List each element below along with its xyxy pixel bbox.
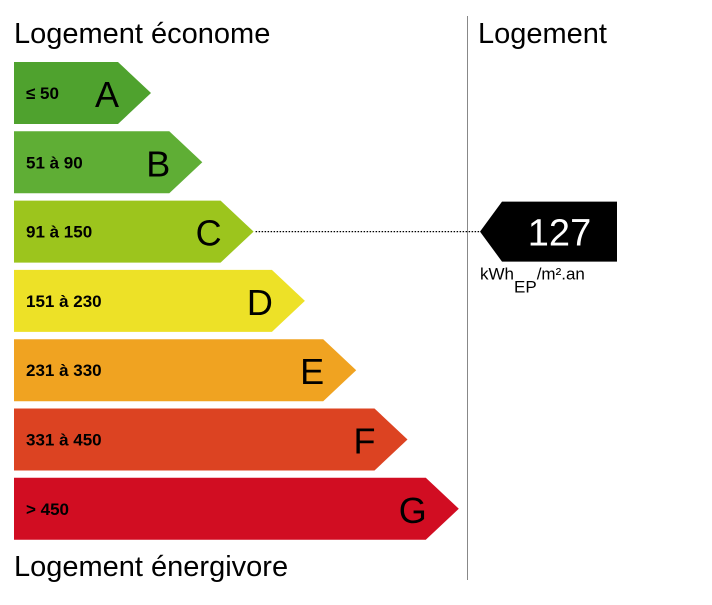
energy-class-letter-b: B	[146, 143, 170, 184]
energy-class-bar-e	[14, 339, 357, 402]
energy-class-letter-g: G	[399, 490, 427, 531]
energy-class-range-a: ≤ 50	[26, 84, 59, 103]
value-arrow-marker	[480, 201, 617, 262]
energy-class-range-c: 91 à 150	[26, 223, 92, 242]
energy-class-bar-b	[14, 131, 203, 194]
column-title: Logement	[478, 18, 607, 50]
energy-class-bar-c	[14, 200, 254, 263]
energy-class-range-e: 231 à 330	[26, 361, 102, 380]
chart-title-bottom: Logement énergivore	[14, 551, 289, 583]
energy-class-bar-f	[14, 408, 408, 471]
value-unit: kWhEP/m².an	[480, 265, 585, 297]
energy-class-letter-d: D	[247, 282, 273, 323]
energy-class-range-g: > 450	[26, 500, 69, 519]
energy-class-bar-a	[14, 62, 151, 124]
energy-class-letter-f: F	[354, 421, 376, 462]
energy-class-letter-a: A	[95, 74, 119, 115]
chart-title-top: Logement économe	[14, 18, 271, 50]
column-divider	[467, 16, 468, 580]
energy-class-bar-d	[14, 269, 305, 332]
energy-class-bar-g	[14, 477, 459, 540]
energy-class-range-f: 331 à 450	[26, 431, 102, 450]
energy-class-letter-c: C	[196, 213, 222, 254]
energy-class-range-b: 51 à 90	[26, 153, 83, 172]
value-label: 127	[528, 213, 591, 255]
energy-class-range-d: 151 à 230	[26, 292, 102, 311]
energy-class-letter-e: E	[300, 351, 324, 392]
